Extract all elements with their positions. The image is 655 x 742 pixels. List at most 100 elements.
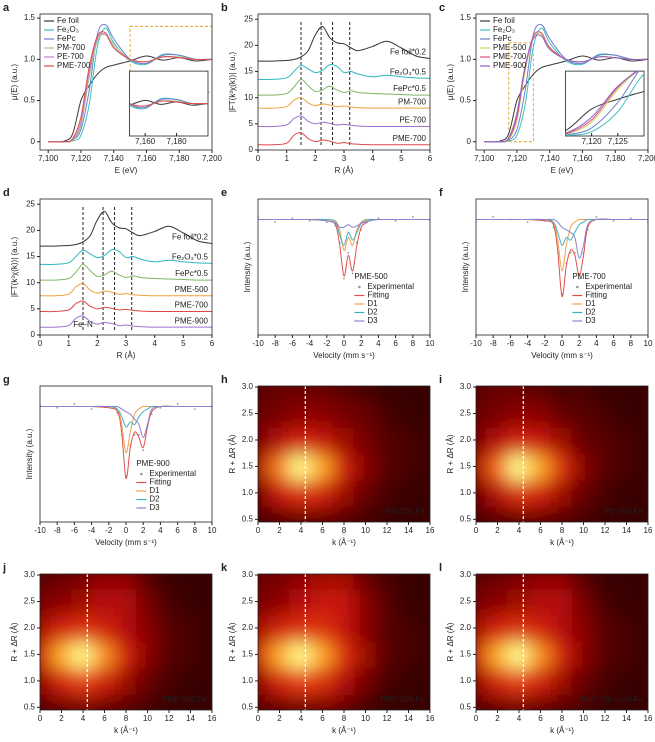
heatmap-cell <box>485 574 510 590</box>
x-axis-label: k (Å⁻¹) <box>550 538 574 547</box>
y-axis-label: |FT(k³χ(k))| (a.u.) <box>228 51 237 112</box>
heatmap-cell <box>71 613 95 643</box>
x-tick-label: 8 <box>342 714 347 723</box>
heatmap-cell <box>200 587 212 616</box>
heatmap-cell <box>114 574 138 590</box>
panel: i PE-700 Fe 0 2 4 6 8 10 12 14 16 0.5 1.0 1.5 2.0 2.5 3.… <box>439 374 653 547</box>
y-tick-label: 5 <box>31 304 36 313</box>
x-tick-label: 12 <box>601 714 610 723</box>
series-line-dot <box>142 449 145 452</box>
plot-area <box>258 386 430 522</box>
heatmap-cell <box>310 666 335 696</box>
x-tick-label: 4 <box>158 526 163 535</box>
x-tick-label: 4 <box>299 714 304 723</box>
heatmap-cell <box>418 574 430 590</box>
heatmap-cell <box>71 666 95 696</box>
panel: j PME-500 Fe 0 2 4 6 8 10 12 14 16 0.5 1.0 1.5 2.0 2.5 3… <box>2 562 217 735</box>
x-tick-label: 6 <box>393 339 398 348</box>
heatmap-cell <box>258 478 270 508</box>
legend-swatch <box>140 472 143 476</box>
heatmap-cell <box>375 452 399 481</box>
x-axis-label: R (Å) <box>335 166 354 175</box>
x-tick-label: 2 <box>59 714 64 723</box>
x-tick-label: 7,140 <box>104 154 125 163</box>
legend-label: D1 <box>367 299 378 308</box>
series-line-dot <box>90 408 93 410</box>
heatmap-cell <box>418 425 430 455</box>
y-axis-label: μ(E) (a.u.) <box>10 64 19 101</box>
sample-label: PME-700 <box>572 272 606 281</box>
heatmap-cell <box>528 574 553 590</box>
heatmap-cell <box>353 640 378 669</box>
heatmap-cell <box>49 666 74 696</box>
series-label: PME-700 <box>175 301 209 310</box>
legend-label: Fe₂O₃ <box>57 25 79 34</box>
heatmap-cell <box>476 399 488 428</box>
y-tick-label: 15 <box>26 252 35 261</box>
x-tick-label: 0 <box>124 526 129 535</box>
heatmap-cell <box>49 693 74 710</box>
heatmap-cell <box>593 640 617 669</box>
x-tick-label: 4 <box>594 339 599 348</box>
x-tick-label: -6 <box>71 526 79 535</box>
heatmap-cell <box>289 587 313 616</box>
inset-line <box>565 71 640 136</box>
series-line <box>258 78 430 96</box>
y-tick-label: 25 <box>26 199 35 208</box>
x-tick-label: 16 <box>426 714 435 723</box>
heatmap-cell <box>593 386 617 402</box>
heatmap-cell <box>485 505 510 522</box>
legend-label: FePc <box>493 34 512 43</box>
y-axis-label: R + ΔR (Å) <box>446 434 455 473</box>
heatmap-cell <box>71 587 95 616</box>
heatmap-cell <box>485 666 510 696</box>
heatmap-cell <box>476 425 488 455</box>
x-tick-label: -2 <box>541 339 549 348</box>
heatmap-cell <box>92 693 117 710</box>
series-line-dot <box>159 406 162 409</box>
x-tick-label: 16 <box>426 526 435 535</box>
plot-area <box>476 216 648 298</box>
legend-label: Fe foil <box>493 16 515 25</box>
x-axis-label: E (eV) <box>551 166 574 175</box>
heatmap-cell <box>528 640 553 669</box>
series-label: PME-700 <box>393 134 427 143</box>
x-tick-label: 4 <box>152 339 157 348</box>
legend-label: D2 <box>585 308 596 317</box>
x-axis-label: k (Å⁻¹) <box>114 726 138 735</box>
heatmap-cell <box>550 693 574 710</box>
panel-letter: c <box>439 2 445 14</box>
x-axis-label: k (Å⁻¹) <box>332 538 356 547</box>
legend-label: PME-700 <box>57 61 91 70</box>
heatmap-cell <box>40 574 52 590</box>
heatmap-cell <box>571 666 596 696</box>
heatmap-cell <box>550 478 574 508</box>
series-label: FePc*0.5 <box>393 84 426 93</box>
x-tick-label: -10 <box>34 526 46 535</box>
heatmap-cell <box>614 574 639 590</box>
series-line-dot <box>56 406 59 409</box>
legend-label: PME-700 <box>493 52 527 61</box>
heatmap-cell <box>507 574 531 590</box>
y-axis-label: R + ΔR (Å) <box>10 622 19 661</box>
heatmap-cell <box>157 613 181 643</box>
heatmap-cell <box>528 452 553 481</box>
series-line <box>258 132 430 146</box>
axes-frame <box>257 13 431 151</box>
heatmap-cell <box>375 399 399 428</box>
x-tick-label: 3 <box>342 154 347 163</box>
y-tick-label: 1.0 <box>242 676 254 685</box>
inset-tick-label: 7,120 <box>582 137 603 146</box>
x-tick-label: -8 <box>490 339 498 348</box>
x-tick-label: 16 <box>208 714 217 723</box>
heatmap-cell <box>40 693 52 710</box>
series-line <box>40 405 212 454</box>
y-tick-label: 1.0 <box>460 676 472 685</box>
legend-label: D1 <box>149 486 160 495</box>
series-line <box>476 218 648 259</box>
x-tick-label: 1 <box>284 154 289 163</box>
x-tick-label: 12 <box>383 714 392 723</box>
heatmap-cell <box>267 505 292 522</box>
